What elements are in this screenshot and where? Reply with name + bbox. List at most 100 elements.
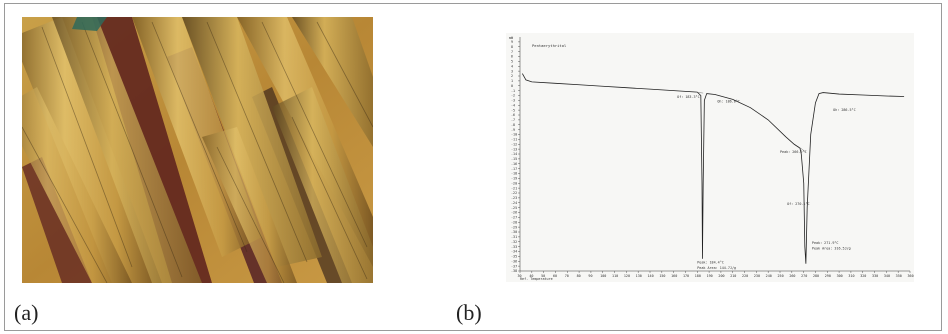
x-tick-label: 150 xyxy=(659,274,665,278)
y-tick-label: -5 xyxy=(511,108,515,112)
x-tick-label: 30 xyxy=(518,274,522,278)
x-tick-label: 110 xyxy=(612,274,618,278)
y-tick-label: -21 xyxy=(511,186,517,190)
panel-label-a: (a) xyxy=(14,300,39,325)
y-tick-label: -12 xyxy=(511,142,517,146)
y-tick-label: -13 xyxy=(511,147,517,151)
x-tick-label: 200 xyxy=(718,274,724,278)
y-tick-label: -14 xyxy=(511,152,517,156)
y-tick-label: 9 xyxy=(511,40,513,44)
y-tick-label: 1 xyxy=(511,79,513,83)
y-tick-label: -27 xyxy=(511,216,517,220)
annotation-label: Oh: 286.5°C xyxy=(833,108,855,112)
annotation-label: Peak: 271.9°C xyxy=(812,241,839,245)
y-tick-label: -10 xyxy=(511,133,517,137)
y-tick-label: -6 xyxy=(511,113,515,117)
y-tick-label: -11 xyxy=(511,138,517,142)
annotation-label: Of: 270.1°C xyxy=(787,202,809,206)
x-tick-label: 170 xyxy=(683,274,689,278)
y-tick-label: -2 xyxy=(511,94,515,98)
y-axis-unit-label: mW xyxy=(509,36,514,40)
x-tick-label: 230 xyxy=(754,274,760,278)
y-tick-label: 2 xyxy=(511,74,513,78)
chart-axes xyxy=(519,37,910,272)
y-tick-label: -1 xyxy=(511,89,515,93)
sample-name-label: Pentaerythritol xyxy=(532,43,566,48)
y-tick-label: -20 xyxy=(511,181,517,185)
y-tick-label: -37 xyxy=(511,264,517,268)
y-tick-label: -25 xyxy=(511,206,517,210)
chart-annotations: Of: 183.3°C Oh: 186.6°C Peak: 184.4°C Peak … xyxy=(677,91,856,270)
dsc-chart: 30 40 50 60 70 80 90 100 110 120 130 140 150 160 170 18… xyxy=(509,36,914,281)
y-tick-label: -9 xyxy=(511,128,515,132)
y-tick-label: -38 xyxy=(511,269,517,273)
x-tick-label: 350 xyxy=(896,274,902,278)
y-tick-label: -33 xyxy=(511,245,517,249)
x-tick-label: 260 xyxy=(789,274,795,278)
y-tick-label: 8 xyxy=(511,45,513,49)
x-tick-label: 240 xyxy=(766,274,772,278)
micrograph-image xyxy=(22,17,373,283)
tangent-mark xyxy=(797,146,807,153)
y-tick-label: -29 xyxy=(511,225,517,229)
y-tick-label: -22 xyxy=(511,191,517,195)
panel-label-b: (b) xyxy=(456,300,482,325)
x-tick-label: 130 xyxy=(636,274,642,278)
y-tick-label: -4 xyxy=(511,103,515,107)
x-tick-label: 290 xyxy=(825,274,831,278)
y-tick-label: -16 xyxy=(511,162,517,166)
y-tick-label: -26 xyxy=(511,211,517,215)
x-tick-label: 340 xyxy=(884,274,890,278)
x-tick-label: 210 xyxy=(730,274,736,278)
x-tick-label: 160 xyxy=(671,274,677,278)
annotation-label: Peak Area: 316.5J/g xyxy=(812,247,851,251)
x-axis-label: Ref. Temperature xyxy=(520,277,553,281)
y-tick-label: -28 xyxy=(511,220,517,224)
y-tick-label: -31 xyxy=(511,235,517,239)
x-tick-label: 80 xyxy=(577,274,581,278)
y-tick-label: 6 xyxy=(511,55,513,59)
x-tick-label: 190 xyxy=(707,274,713,278)
x-tick-label: 180 xyxy=(695,274,701,278)
x-tick-label: 330 xyxy=(872,274,878,278)
y-tick-label: -19 xyxy=(511,177,517,181)
annotation-label: Of: 183.3°C xyxy=(677,95,699,99)
x-tick-label: 120 xyxy=(624,274,630,278)
x-tick-label: 220 xyxy=(742,274,748,278)
y-tick-label: -32 xyxy=(511,240,517,244)
y-tick-label: -7 xyxy=(511,118,515,122)
y-tick-label: -30 xyxy=(511,230,517,234)
x-tick-label: 270 xyxy=(801,274,807,278)
y-tick-label: -3 xyxy=(511,99,515,103)
x-tick-label: 320 xyxy=(860,274,866,278)
tangent-mark xyxy=(694,91,704,94)
x-tick-label: 300 xyxy=(837,274,843,278)
y-tick-label: -23 xyxy=(511,196,517,200)
x-tick-label: 280 xyxy=(813,274,819,278)
x-tick-label: 360 xyxy=(908,274,914,278)
y-tick-label: -18 xyxy=(511,172,517,176)
x-tick-label: 250 xyxy=(778,274,784,278)
x-tick-label: 70 xyxy=(565,274,569,278)
x-tick-label: 90 xyxy=(588,274,592,278)
dsc-plot: 30 40 50 60 70 80 90 100 110 120 130 140 150 160 170 18… xyxy=(506,33,914,282)
x-tick-label: 310 xyxy=(848,274,854,278)
annotation-label: Oh: 186.6°C xyxy=(717,99,739,103)
x-tick-label: 40 xyxy=(529,274,533,278)
annotation-label: Peak: 266.9°C xyxy=(780,150,807,154)
y-tick-label: -34 xyxy=(511,250,517,254)
y-tick-label: -35 xyxy=(511,255,517,259)
annotation-label: Peak: 184.4°C xyxy=(697,261,724,265)
y-tick-label: 4 xyxy=(511,64,513,68)
y-tick-label: 3 xyxy=(511,69,513,73)
x-tick-label: 60 xyxy=(553,274,557,278)
figure-frame xyxy=(4,3,942,331)
x-tick-label: 50 xyxy=(541,274,545,278)
y-tick-label: -36 xyxy=(511,259,517,263)
y-tick-label: 7 xyxy=(511,50,513,54)
y-tick-label: -24 xyxy=(511,201,517,205)
micrograph-icon xyxy=(22,17,373,283)
y-tick-label: -8 xyxy=(511,123,515,127)
y-tick-label: -17 xyxy=(511,167,517,171)
y-tick-label: -15 xyxy=(511,157,517,161)
